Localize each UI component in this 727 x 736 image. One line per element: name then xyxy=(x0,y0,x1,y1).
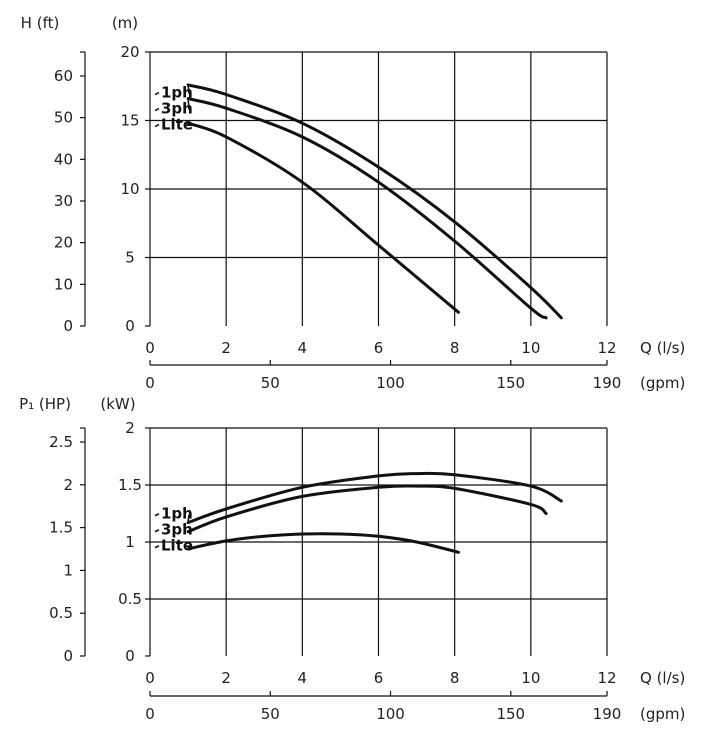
head-y2tick-50: 50 xyxy=(54,109,73,127)
head-ticks: 0 5 10 15 20 0 10 20 30 40 50 60 0 2 4 6 8 10 12 0 50 100 150 1… xyxy=(54,43,621,392)
head-xlabel-gpm: (gpm) xyxy=(640,374,685,392)
power-xtick-10: 10 xyxy=(521,669,540,687)
power-x2tick-150: 150 xyxy=(496,705,525,723)
power-ytick-2: 2 xyxy=(125,419,135,437)
power-y2tick-0: 0 xyxy=(63,647,73,665)
power-xtick-6: 6 xyxy=(374,669,384,687)
head-label-leader-1ph xyxy=(187,84,190,94)
head-xtick-12: 12 xyxy=(597,339,616,357)
power-label-3ph: 3ph xyxy=(161,521,193,539)
power-ytick-1: 1 xyxy=(125,533,135,551)
head-x2tick-190: 190 xyxy=(593,374,622,392)
power-xtick-2: 2 xyxy=(221,669,231,687)
power-curve-1ph xyxy=(186,471,563,525)
head-xtick-10: 10 xyxy=(521,339,540,357)
power-ytick-0.5: 0.5 xyxy=(118,590,142,608)
head-label-leader-lite xyxy=(187,122,190,126)
head-ylabel-ft: H (ft) xyxy=(21,14,60,32)
power-label-leader-1ph xyxy=(187,514,190,523)
power-label-tick-3ph xyxy=(154,529,160,533)
power-curve-3ph xyxy=(186,484,548,534)
head-xtick-2: 2 xyxy=(221,339,231,357)
power-label-tick-1ph xyxy=(154,513,160,517)
power-xlabel-gpm: (gpm) xyxy=(640,705,685,723)
head-x2tick-150: 150 xyxy=(496,374,525,392)
head-ylabel-m: (m) xyxy=(112,14,138,32)
head-xlabel-ls: Q (l/s) xyxy=(640,339,685,357)
power-ytick-1.5: 1.5 xyxy=(118,476,142,494)
head-curves xyxy=(186,83,563,320)
head-grid xyxy=(149,51,608,326)
power-x2tick-50: 50 xyxy=(261,705,280,723)
head-label-1ph: 1ph xyxy=(161,84,193,102)
power-y2tick-2: 2 xyxy=(63,476,73,494)
power-label-lite: Lite xyxy=(161,537,193,555)
head-y2tick-40: 40 xyxy=(54,150,73,168)
head-y2tick-0: 0 xyxy=(63,317,73,335)
head-x2tick-100: 100 xyxy=(376,374,405,392)
power-x2tick-100: 100 xyxy=(376,705,405,723)
head-label-leader-3ph xyxy=(187,98,190,110)
power-x2tick-0: 0 xyxy=(145,705,155,723)
power-curves xyxy=(186,471,563,554)
head-x2tick-0: 0 xyxy=(145,374,155,392)
head-y2tick-30: 30 xyxy=(54,192,73,210)
head-ytick-10: 10 xyxy=(120,180,139,198)
head-label-tick-lite xyxy=(154,123,160,128)
power-xtick-0: 0 xyxy=(145,669,155,687)
power-y2tick-1.5: 1.5 xyxy=(49,519,73,537)
power-ytick-0: 0 xyxy=(125,647,135,665)
head-x2tick-50: 50 xyxy=(261,374,280,392)
head-y2tick-10: 10 xyxy=(54,275,73,293)
head-ytick-20: 20 xyxy=(120,43,139,61)
head-y2tick-20: 20 xyxy=(54,234,73,252)
power-curve-lite xyxy=(186,532,460,554)
power-x2tick-190: 190 xyxy=(593,705,622,723)
head-xtick-4: 4 xyxy=(298,339,308,357)
power-ylabel-kw: (kW) xyxy=(100,395,135,413)
power-chart: 0 0.5 1 1.5 2 0 0.5 1 1.5 2 2.5 0 2 4 6 8 10 12 0 50 100 150 1… xyxy=(19,395,685,723)
head-label-tick-1ph xyxy=(154,91,160,96)
power-label-1ph: 1ph xyxy=(161,505,193,523)
power-label-leader-3ph xyxy=(187,530,190,533)
power-xlabel-ls: Q (l/s) xyxy=(640,669,685,687)
power-y2tick-2.5: 2.5 xyxy=(49,433,73,451)
power-ylabel-hp: P₁ (HP) xyxy=(19,395,71,413)
power-y2tick-0.5: 0.5 xyxy=(49,604,73,622)
head-ytick-5: 5 xyxy=(125,249,135,267)
head-curve-1ph xyxy=(186,83,563,320)
head-y2tick-60: 60 xyxy=(54,67,73,85)
head-ytick-0: 0 xyxy=(125,317,135,335)
head-label-3ph: 3ph xyxy=(161,100,193,118)
power-xtick-12: 12 xyxy=(597,669,616,687)
head-xtick-8: 8 xyxy=(450,339,460,357)
head-label-tick-3ph xyxy=(154,107,160,112)
power-xtick-8: 8 xyxy=(450,669,460,687)
head-curve-3ph xyxy=(186,97,548,320)
head-xtick-6: 6 xyxy=(374,339,384,357)
head-chart: 0 5 10 15 20 0 10 20 30 40 50 60 0 2 4 6 8 10 12 0 50 100 150 1… xyxy=(21,14,686,392)
power-y2tick-1: 1 xyxy=(63,561,73,579)
power-label-leader-lite xyxy=(187,546,190,550)
power-xtick-4: 4 xyxy=(298,669,308,687)
power-ticks: 0 0.5 1 1.5 2 0 0.5 1 1.5 2 2.5 0 2 4 6 8 10 12 0 50 100 150 1… xyxy=(49,419,621,723)
head-label-lite: Lite xyxy=(161,116,193,134)
head-xtick-0: 0 xyxy=(145,339,155,357)
power-label-tick-lite xyxy=(154,545,160,549)
head-ytick-15: 15 xyxy=(120,112,139,130)
head-curve-lite xyxy=(186,121,460,314)
